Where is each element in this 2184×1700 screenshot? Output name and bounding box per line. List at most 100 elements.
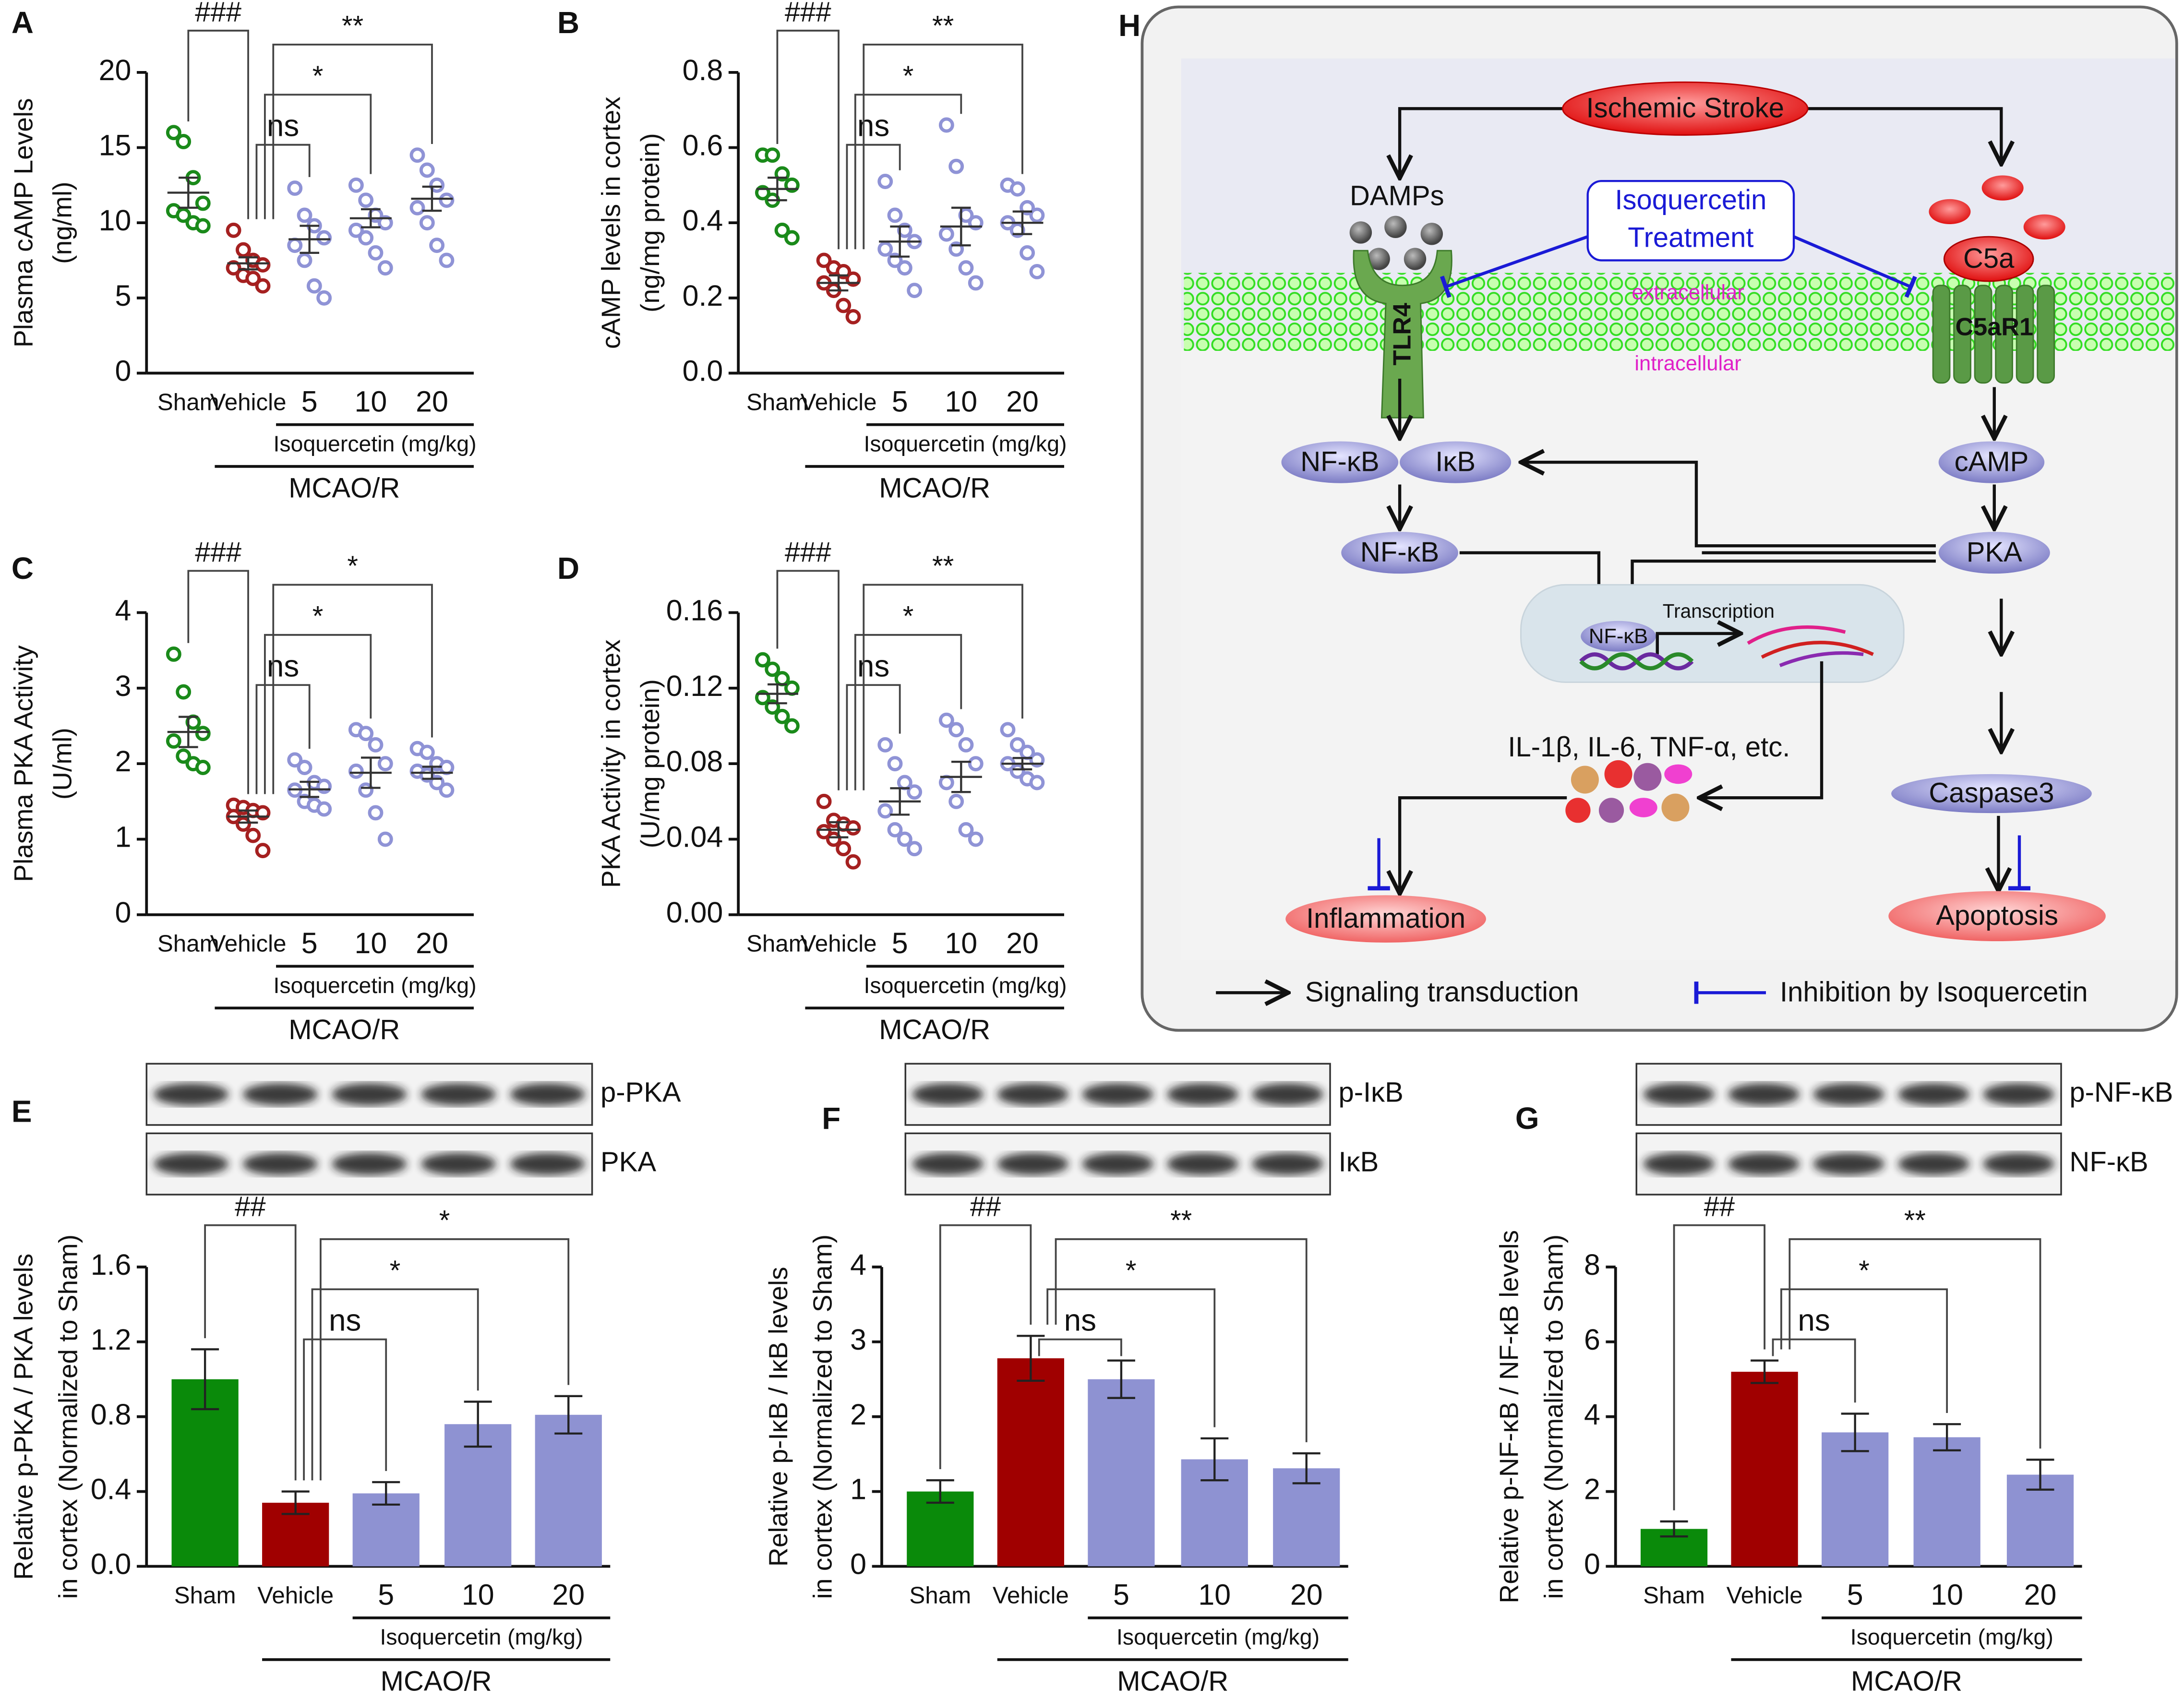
caspase-node <box>1891 774 2092 814</box>
damps-icon <box>1349 215 1443 270</box>
data-point <box>784 718 800 734</box>
significance-label: ns <box>857 108 889 143</box>
significance-label: ** <box>1170 1205 1192 1236</box>
bar <box>1088 1379 1155 1567</box>
significance-label: * <box>1126 1255 1137 1286</box>
data-point <box>836 841 852 857</box>
y-tick-label: 2 <box>115 745 132 778</box>
data-point <box>348 177 364 193</box>
error-bar <box>372 1481 400 1506</box>
data-point <box>235 242 251 258</box>
significance-bracket <box>1055 1238 1308 1442</box>
y-tick-label: 0.0 <box>91 1548 132 1580</box>
blot-label: PKA <box>600 1146 656 1177</box>
significance-bracket <box>272 584 433 794</box>
data-point <box>195 760 211 775</box>
data-point <box>316 230 332 246</box>
data-point <box>255 257 271 273</box>
treatment-label: Isoquercetin <box>1615 184 1766 215</box>
panel-letter: C <box>12 551 34 586</box>
data-point <box>419 744 435 760</box>
bar <box>1273 1468 1340 1567</box>
data-point <box>255 278 271 294</box>
data-point <box>377 260 393 276</box>
nfkb-label: NF-κB <box>1300 446 1379 477</box>
data-point <box>297 252 312 268</box>
data-point <box>784 230 800 246</box>
data-point <box>439 252 455 268</box>
blot-band <box>1813 1152 1884 1175</box>
y-axis-label: in cortex (Normalized to Sham) <box>53 1234 83 1599</box>
tlr4-label: TLR4 <box>1389 303 1416 366</box>
panel-letter: G <box>1515 1101 1539 1136</box>
bar <box>1822 1432 1889 1567</box>
y-tick-label: 0.08 <box>666 745 723 778</box>
blot-band <box>1252 1083 1323 1106</box>
data-point <box>409 147 425 163</box>
data-point <box>245 827 261 843</box>
y-tick-label: 0.04 <box>666 821 723 853</box>
error-bar <box>828 821 849 838</box>
y-tick-label: 4 <box>1584 1398 1600 1431</box>
y-axis-label: in cortex (Normalized to Sham) <box>808 1234 838 1599</box>
data-point <box>907 841 923 857</box>
x-tick-label: 5 <box>301 927 318 959</box>
blot-band <box>1643 1152 1715 1175</box>
blot-band <box>1082 1152 1153 1175</box>
y-tick-label: 10 <box>99 204 132 237</box>
data-point <box>439 192 455 208</box>
data-point <box>1009 737 1025 753</box>
y-tick-label: 0 <box>850 1548 866 1580</box>
data-point <box>176 134 192 149</box>
data-point <box>887 756 903 772</box>
data-point <box>439 760 455 775</box>
blot-band <box>1983 1083 2054 1106</box>
x-tick-label: Sham <box>909 1582 971 1608</box>
data-point <box>166 125 181 141</box>
x-tick-label: 10 <box>945 927 977 959</box>
treatment-box <box>1586 180 1795 262</box>
data-point <box>287 180 303 196</box>
data-point <box>845 309 861 324</box>
x-tick-label: 20 <box>1006 927 1039 959</box>
pathway-diagram: H extracellular intracellular Ischemic S… <box>1118 5 2178 1032</box>
bar <box>171 1379 239 1567</box>
data-point <box>968 275 984 291</box>
significance-bracket <box>255 684 311 794</box>
data-point <box>358 230 374 246</box>
significance-bracket <box>187 570 249 794</box>
blot-band <box>1252 1152 1323 1175</box>
group-label: MCAO/R <box>1851 1666 1962 1697</box>
group-label: MCAO/R <box>288 472 400 503</box>
data-point <box>958 737 974 753</box>
y-tick-label: 4 <box>115 594 132 626</box>
significance-label: ns <box>267 648 299 683</box>
panel: C Plasma PKA Activity (U/ml) 0 1 2 3 4 ShamVehic… <box>8 537 476 1045</box>
y-axis-label: (U/ml) <box>48 728 77 800</box>
data-point <box>887 207 903 223</box>
ikb-label: IκB <box>1435 446 1476 477</box>
data-point <box>897 260 912 276</box>
y-tick-label: 0.6 <box>683 129 723 162</box>
y-axis-label: (ng/mg protein) <box>635 133 665 312</box>
bar <box>1913 1437 1980 1567</box>
error-bar <box>238 256 258 271</box>
y-tick-label: 0.4 <box>91 1473 132 1506</box>
x-tick-label: 5 <box>378 1578 394 1611</box>
legend-label: Signaling transduction <box>1305 977 1579 1008</box>
significance-label: ns <box>1798 1303 1830 1338</box>
data-point <box>419 215 435 231</box>
cytokines-icon <box>1565 760 1692 823</box>
data-point <box>226 222 241 238</box>
error-bar <box>890 225 910 258</box>
bar <box>444 1424 512 1567</box>
x-tick-label: Sham <box>174 1582 236 1608</box>
x-tick-label: 5 <box>301 385 318 418</box>
bar <box>907 1491 974 1567</box>
data-point <box>377 831 393 847</box>
inhibition <box>1793 235 1917 298</box>
significance-bracket <box>255 144 311 219</box>
y-axis-label: (ng/ml) <box>48 181 77 263</box>
